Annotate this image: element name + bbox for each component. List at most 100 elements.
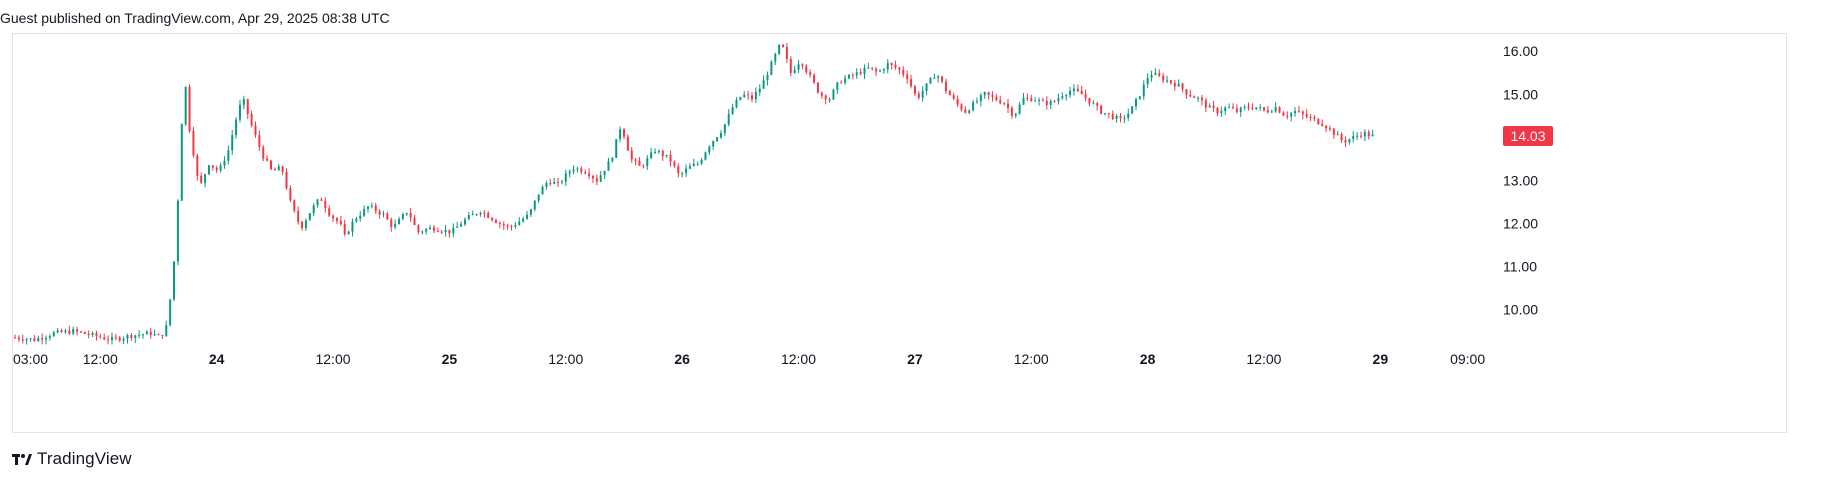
candle (688, 163, 691, 169)
candle (1332, 127, 1335, 140)
candle (1088, 97, 1091, 107)
candle (646, 155, 649, 170)
candle (153, 329, 156, 337)
candle (739, 96, 742, 101)
candle (250, 110, 253, 128)
candle (1270, 109, 1273, 114)
candle (1100, 104, 1103, 115)
candle (126, 333, 129, 344)
candle (1061, 92, 1064, 100)
candle (533, 200, 536, 212)
candle (1034, 97, 1037, 102)
candle (758, 84, 761, 96)
candle (1340, 132, 1343, 144)
candle (429, 224, 432, 230)
brand-logo[interactable]: TradingView (12, 449, 132, 469)
candle (401, 212, 404, 221)
candle (572, 165, 575, 175)
candle (324, 196, 327, 213)
candle (987, 91, 990, 100)
last-price-badge (1503, 126, 1553, 147)
candle (925, 83, 928, 96)
candle (184, 86, 187, 127)
candle (735, 97, 738, 109)
candle (355, 216, 358, 224)
candle (1197, 96, 1200, 103)
tradingview-logo-icon (12, 454, 32, 465)
candle (103, 333, 106, 341)
price-tick-label: 15.00 (1503, 86, 1538, 102)
candle (1363, 129, 1366, 141)
candle (460, 221, 463, 227)
candle (1228, 103, 1231, 109)
candle (343, 219, 346, 237)
candle (1216, 106, 1219, 116)
candle (421, 230, 424, 235)
candle (138, 330, 141, 339)
candle (487, 211, 490, 219)
candle (301, 220, 304, 231)
time-tick-label: 03:00 (13, 351, 48, 367)
candle (145, 330, 148, 335)
candle (91, 331, 94, 338)
candle (910, 74, 913, 89)
candle (622, 127, 625, 140)
candle (851, 72, 854, 80)
candle (847, 74, 850, 80)
candle (1131, 106, 1134, 114)
candle (634, 157, 637, 166)
candle (1026, 93, 1029, 102)
candle (886, 59, 889, 74)
candle (1080, 85, 1083, 95)
candle (898, 66, 901, 75)
candle (107, 335, 110, 345)
candle (1069, 86, 1072, 99)
candle (1092, 99, 1095, 105)
brand-name: TradingView (37, 449, 132, 468)
candle (995, 94, 998, 102)
candle (1111, 110, 1114, 121)
candle (378, 209, 381, 219)
time-axis: 03:00 12:00 24 12:00 25 12:00 26 12:00 27 12:00 28… (13, 351, 1485, 367)
candle (751, 91, 753, 103)
candle (661, 149, 664, 161)
candle (1305, 109, 1308, 119)
candle (941, 75, 944, 84)
candle (712, 140, 715, 151)
candle (615, 138, 618, 159)
candle (351, 218, 354, 237)
candle (320, 197, 323, 201)
candle (494, 218, 497, 224)
time-tick-label: 09:00 (1450, 351, 1485, 367)
candle (1243, 104, 1246, 111)
candle (681, 171, 684, 178)
candle (211, 165, 214, 171)
candle (770, 60, 773, 76)
candle (56, 327, 59, 334)
candle (875, 67, 878, 76)
candle (960, 103, 963, 112)
candle (1336, 130, 1339, 136)
candle (64, 328, 67, 334)
candle (1084, 89, 1087, 102)
candle (979, 92, 982, 107)
candle (118, 335, 121, 343)
candle (1204, 97, 1207, 113)
last-price-marker: 14.03 (1503, 126, 1553, 147)
candle (778, 44, 781, 56)
candle (242, 95, 245, 110)
candle (968, 109, 971, 115)
last-price-label: 14.03 (1510, 128, 1545, 144)
candle (382, 210, 385, 218)
candle (913, 84, 916, 96)
candle (1278, 106, 1281, 114)
candle (999, 95, 1002, 105)
candle (1220, 106, 1223, 118)
candle (134, 334, 137, 344)
candle (479, 211, 482, 217)
candle (1115, 114, 1118, 123)
candle (363, 205, 366, 218)
